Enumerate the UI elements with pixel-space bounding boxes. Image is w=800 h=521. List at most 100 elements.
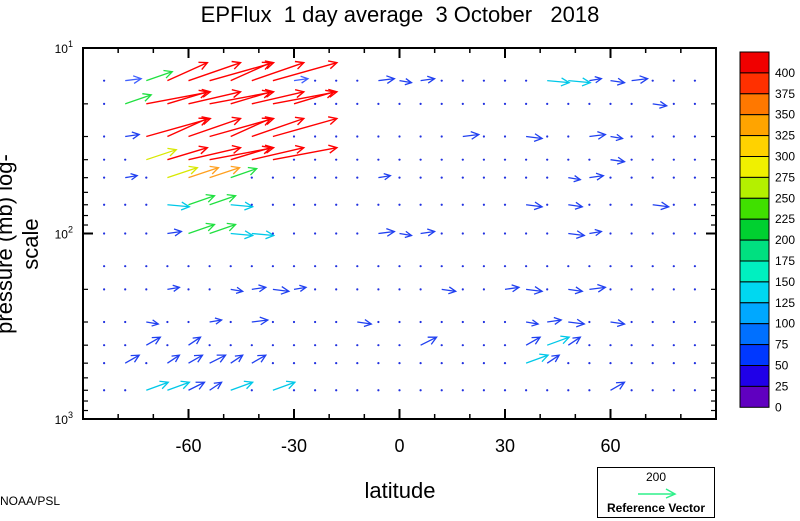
flux-vector <box>230 166 259 179</box>
flux-vector-dot <box>588 389 591 392</box>
flux-vector-dot <box>693 203 697 206</box>
flux-vector <box>378 75 396 84</box>
flux-vector <box>167 284 181 292</box>
flux-vector-dot <box>335 362 338 365</box>
flux-vector <box>251 230 276 240</box>
flux-vector-dot <box>609 288 612 291</box>
flux-vector-dot <box>630 232 633 235</box>
flux-vector-dot <box>187 288 190 291</box>
flux-vector-dot <box>398 344 401 347</box>
flux-vector-dot <box>588 203 591 206</box>
flux-vector <box>568 175 582 183</box>
flux-vector-dot <box>377 203 380 206</box>
y-tick-label: 103 <box>55 410 73 427</box>
flux-vector <box>378 172 392 181</box>
colorbar-swatch <box>739 72 770 95</box>
chart-title: EPFlux 1 day average 3 October 2018 <box>200 2 600 27</box>
flux-vector <box>272 60 339 82</box>
flux-vector-dot <box>145 203 148 206</box>
flux-vector-dot <box>440 232 443 235</box>
flux-vector <box>167 61 209 82</box>
flux-vector-dot <box>609 232 612 235</box>
flux-vector-dot <box>440 158 443 161</box>
colorbar-swatch <box>739 114 770 137</box>
flux-vector-dot <box>356 176 359 179</box>
flux-vector-dot <box>461 362 464 365</box>
flux-vector-dot <box>271 232 274 235</box>
flux-vector-dot <box>335 203 338 206</box>
flux-vector-dot <box>630 344 633 347</box>
flux-vector-dot <box>208 288 211 291</box>
flux-vector-dot <box>482 102 485 105</box>
flux-vector <box>167 201 191 211</box>
flux-vector-dot <box>440 265 443 268</box>
flux-vector-dot <box>229 265 232 268</box>
flux-vector-dot <box>103 389 106 392</box>
flux-vector-dot <box>672 344 675 347</box>
flux-vector-dot <box>651 79 654 82</box>
flux-vector <box>568 230 586 239</box>
flux-vector <box>251 60 306 82</box>
x-tick-label: 60 <box>600 436 620 456</box>
flux-vector-dot <box>672 176 675 179</box>
flux-vector-dot <box>503 362 507 365</box>
colorbar-swatch <box>739 176 770 199</box>
flux-vector-dot <box>398 203 401 206</box>
flux-vector <box>188 222 216 235</box>
flux-vector <box>230 117 273 138</box>
flux-vector-dot <box>124 344 127 347</box>
flux-vector-dot <box>103 135 106 138</box>
flux-vector-dot <box>651 265 654 268</box>
flux-vector-dot <box>503 176 507 179</box>
flux-vector <box>525 336 542 346</box>
flux-vector-dot <box>672 102 675 105</box>
flux-vector-dot <box>525 158 528 161</box>
flux-vector-dot <box>398 176 401 179</box>
flux-vector-dot <box>440 203 443 206</box>
flux-vector-dot <box>461 320 464 324</box>
flux-vector-dot <box>503 389 507 392</box>
flux-vector-dot <box>567 102 570 105</box>
flux-vector-dot <box>693 176 697 179</box>
flux-vector-dot <box>103 344 106 347</box>
flux-vector-dot <box>335 344 338 347</box>
flux-vector-dot <box>651 135 654 138</box>
colorbar-label: 325 <box>775 129 795 143</box>
flux-vector <box>610 319 626 328</box>
flux-vector-dot <box>145 232 148 235</box>
flux-vector-dot <box>672 232 675 235</box>
flux-vector-dot <box>377 135 380 138</box>
flux-vector <box>525 353 550 364</box>
flux-vector-dot <box>335 158 338 161</box>
flux-vector <box>293 75 310 84</box>
flux-vector-dot <box>693 362 697 365</box>
flux-vector <box>504 284 521 293</box>
flux-vector-dot <box>271 320 274 324</box>
flux-vector <box>188 89 243 105</box>
flux-vector-dot <box>271 176 274 179</box>
flux-vector-dot <box>440 320 443 324</box>
flux-vector <box>251 316 270 326</box>
flux-vector-dot <box>609 102 612 105</box>
flux-vector <box>167 165 199 179</box>
flux-vector-dot <box>377 158 380 161</box>
flux-vector-dot <box>672 288 675 291</box>
colorbar-swatch <box>739 239 770 262</box>
flux-vector <box>167 380 191 391</box>
flux-vector-dot <box>630 102 633 105</box>
flux-vector <box>167 117 209 138</box>
flux-vector-dot <box>356 102 359 105</box>
flux-vector-dot <box>440 102 443 105</box>
flux-vector <box>146 116 212 138</box>
flux-vector-dot <box>419 158 422 161</box>
flux-vector-dot <box>693 265 697 268</box>
colorbar-swatch <box>739 302 770 325</box>
y-tick-label: 101 <box>55 39 73 56</box>
flux-vector-dot <box>651 344 654 347</box>
flux-vector <box>167 89 209 105</box>
flux-vector-dot <box>672 362 675 365</box>
flux-vector-dot <box>525 389 528 392</box>
flux-vector-dot <box>693 79 697 82</box>
flux-vector-dot <box>271 344 274 347</box>
flux-vector-dot <box>503 158 507 161</box>
